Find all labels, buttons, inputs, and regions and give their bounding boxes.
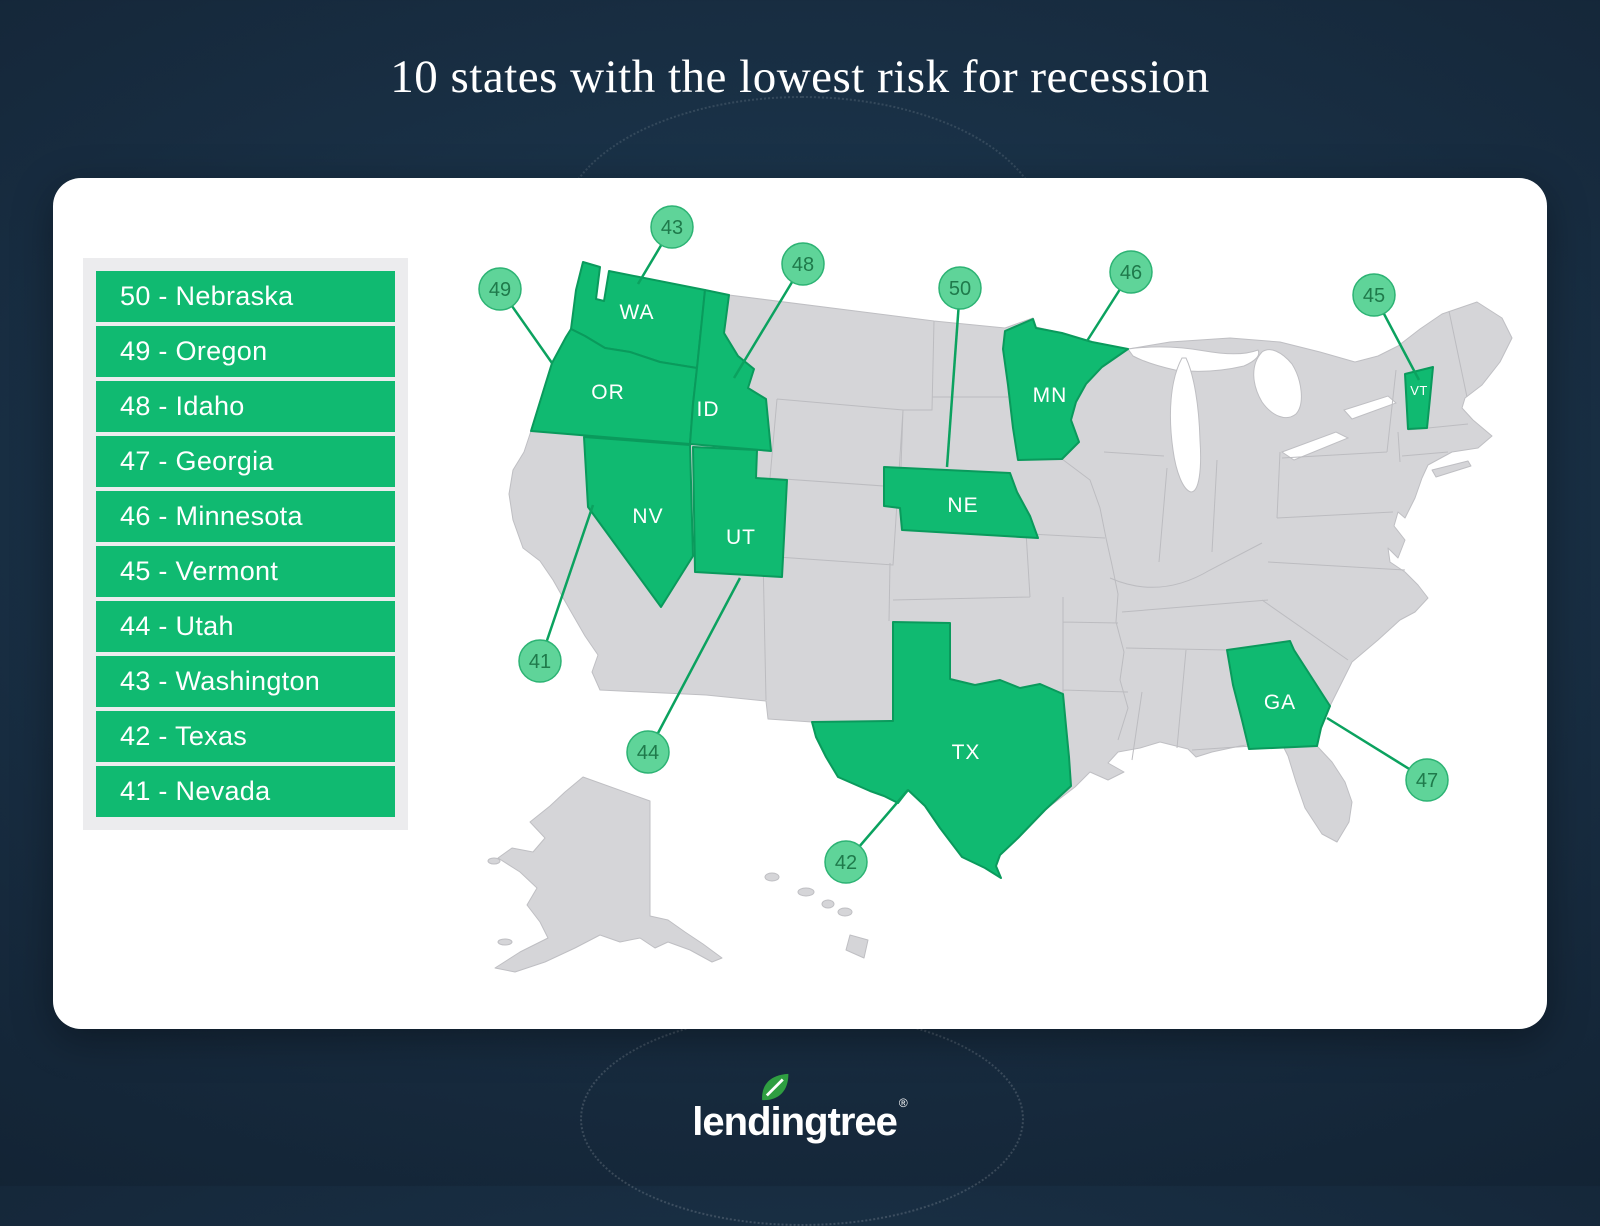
badge-49-oregon: 49 <box>478 267 522 311</box>
list-item: 41 - Nevada <box>96 766 395 817</box>
badge-48-number: 48 <box>792 254 814 276</box>
hawaii-big-island <box>845 934 869 959</box>
state-label-vt: VT <box>1410 383 1428 398</box>
list-item: 46 - Minnesota <box>96 491 395 542</box>
list-item: 42 - Texas <box>96 711 395 762</box>
list-item: 44 - Utah <box>96 601 395 652</box>
page-title: 10 states with the lowest risk for reces… <box>390 51 1210 103</box>
badge-48-idaho: 48 <box>781 242 825 286</box>
badge-42-texas: 42 <box>824 840 868 884</box>
state-idaho <box>689 289 772 452</box>
alaska-island <box>497 938 513 946</box>
badge-44-utah: 44 <box>626 730 670 774</box>
state-nevada <box>583 436 694 608</box>
state-vermont <box>1404 366 1434 430</box>
badge-45-vermont: 45 <box>1352 273 1396 317</box>
list-item: 48 - Idaho <box>96 381 395 432</box>
ranking-list: 50 - Nebraska 49 - Oregon 48 - Idaho 47 … <box>83 258 408 830</box>
state-label-ne: NE <box>947 494 978 517</box>
badge-41-number: 41 <box>529 651 551 673</box>
badge-49-number: 49 <box>489 279 511 301</box>
list-item: 49 - Oregon <box>96 326 395 377</box>
badge-47-georgia: 47 <box>1405 758 1449 802</box>
badge-46-number: 46 <box>1120 262 1142 284</box>
state-label-mn: MN <box>1033 384 1068 407</box>
badge-47-number: 47 <box>1416 770 1438 792</box>
badge-41-nevada: 41 <box>518 639 562 683</box>
state-label-id: ID <box>697 398 720 421</box>
badge-50-nebraska: 50 <box>938 266 982 310</box>
state-texas <box>811 621 1072 879</box>
state-label-nv: NV <box>632 505 663 528</box>
long-island <box>1431 460 1472 478</box>
lake-ontario <box>1343 395 1397 420</box>
state-label-ga: GA <box>1264 691 1296 714</box>
lake-michigan <box>1169 357 1202 493</box>
alaska-island <box>487 857 501 865</box>
list-item: 47 - Georgia <box>96 436 395 487</box>
badge-44-number: 44 <box>637 742 659 764</box>
state-utah <box>692 446 788 578</box>
lake-superior <box>1127 346 1260 372</box>
registered-trademark: ® <box>898 1096 908 1110</box>
state-minnesota <box>1002 318 1129 461</box>
leaf-icon <box>762 1073 789 1101</box>
state-label-wa: WA <box>619 301 654 324</box>
badge-42-number: 42 <box>835 852 857 874</box>
hawaii-island <box>797 887 815 897</box>
hawaii-island <box>837 907 853 917</box>
logo-wordmark: lend ingtree <box>692 1073 898 1144</box>
state-label-or: OR <box>591 381 625 404</box>
alaska <box>494 776 723 973</box>
state-label-tx: TX <box>952 741 981 764</box>
list-item: 43 - Washington <box>96 656 395 707</box>
badge-46-minnesota: 46 <box>1109 250 1153 294</box>
list-item: 45 - Vermont <box>96 546 395 597</box>
lendingtree-logo: lend ingtree ® <box>692 1073 908 1145</box>
badge-50-number: 50 <box>949 278 971 300</box>
state-georgia <box>1226 640 1331 750</box>
hawaii-island <box>821 899 835 909</box>
badge-45-number: 45 <box>1363 285 1385 307</box>
lake-huron <box>1253 349 1302 418</box>
state-nebraska <box>883 466 1039 539</box>
badge-43-washington: 43 <box>650 205 694 249</box>
list-item: 50 - Nebraska <box>96 271 395 322</box>
badge-43-number: 43 <box>661 217 683 239</box>
state-label-ut: UT <box>726 526 756 549</box>
hawaii-island <box>764 872 780 882</box>
us-map: WA OR ID NV UT MN NE TX GA VT 41 42 43 4… <box>478 205 1513 973</box>
